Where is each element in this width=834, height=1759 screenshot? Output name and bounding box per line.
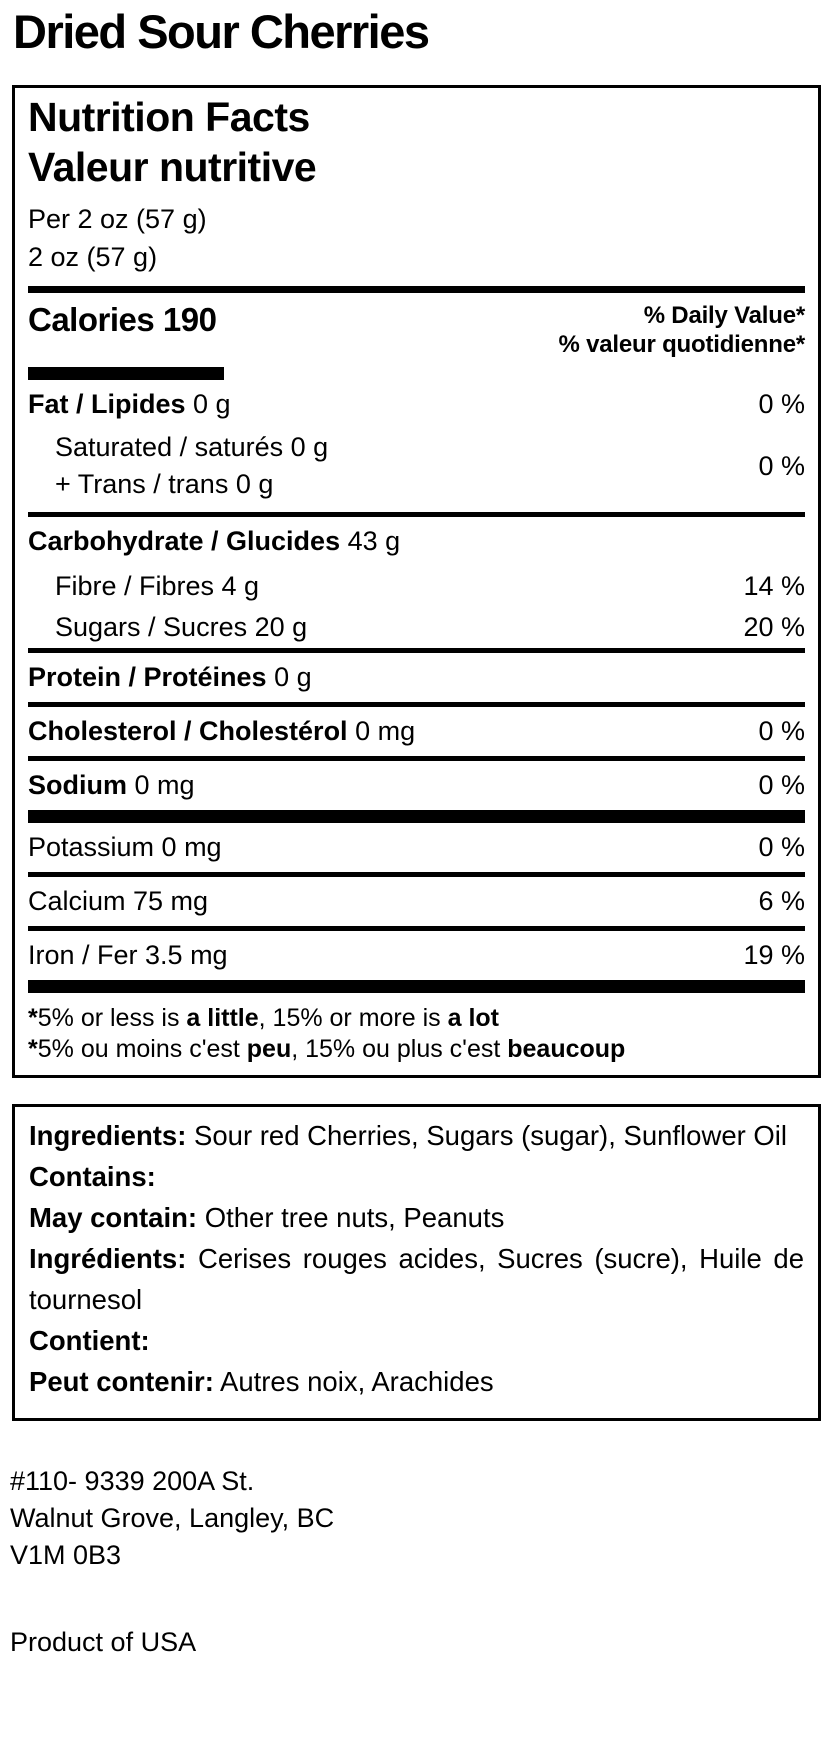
fat-daily-value: 0 % bbox=[758, 389, 805, 419]
nutrition-facts-title-en: Nutrition Facts bbox=[28, 94, 310, 140]
divider bbox=[28, 702, 805, 707]
calories-value: Calories 190 bbox=[28, 301, 217, 339]
ingredients-en: Ingredients: Sour red Cherries, Sugars (… bbox=[29, 1120, 788, 1151]
saturated-trans-daily-value: 0 % bbox=[758, 450, 805, 481]
cholesterol-daily-value: 0 % bbox=[758, 716, 805, 746]
nutrient-row-carbohydrate: Carbohydrate / Glucides 43 g bbox=[28, 517, 805, 566]
fibre-daily-value: 14 % bbox=[743, 571, 805, 601]
trans-fat-label: + Trans / trans 0 g bbox=[55, 469, 274, 499]
address-line-2: Walnut Grove, Langley, BC bbox=[10, 1503, 335, 1533]
sodium-label: Sodium bbox=[28, 770, 127, 800]
fat-amount: 0 g bbox=[185, 389, 231, 419]
daily-value-footnote: *5% or less is a little, 15% or more is … bbox=[28, 1003, 805, 1065]
divider bbox=[28, 512, 805, 517]
fat-label: Fat / Lipides bbox=[28, 389, 186, 419]
divider-thick-top bbox=[28, 286, 805, 293]
sugars-daily-value: 20 % bbox=[743, 612, 805, 642]
protein-label: Protein / Protéines bbox=[28, 662, 267, 692]
divider-thick bbox=[28, 980, 805, 993]
contains-fr: Contient: bbox=[29, 1325, 150, 1356]
address: #110- 9339 200A St. Walnut Grove, Langle… bbox=[10, 1463, 834, 1574]
footnote-en: *5% or less is a little, 15% or more is … bbox=[28, 1004, 500, 1032]
iron-daily-value: 19 % bbox=[743, 940, 805, 970]
nutrient-row-sodium: Sodium 0 mg 0 % bbox=[28, 761, 805, 810]
ingredients-label-fr: Ingrédients: bbox=[29, 1243, 187, 1274]
nutrient-row-protein: Protein / Protéines 0 g bbox=[28, 653, 805, 702]
ingredients-label-en: Ingredients: bbox=[29, 1120, 187, 1151]
daily-value-header-en: % Daily Value* bbox=[643, 302, 805, 329]
divider-thick bbox=[28, 810, 805, 823]
sodium-amount: 0 mg bbox=[127, 770, 195, 800]
serving-size-en: Per 2 oz (57 g) bbox=[28, 204, 207, 234]
nutrition-facts-panel: Nutrition Facts Valeur nutritive Per 2 o… bbox=[12, 85, 821, 1078]
product-origin: Product of USA bbox=[10, 1627, 197, 1657]
cholesterol-amount: 0 mg bbox=[347, 716, 416, 746]
potassium-label: Potassium 0 mg bbox=[28, 832, 222, 862]
nutrition-facts-title-fr: Valeur nutritive bbox=[28, 144, 317, 190]
calories-row: Calories 190 % Daily Value* % valeur quo… bbox=[28, 301, 805, 359]
divider bbox=[28, 756, 805, 761]
ingredients-panel: Ingredients: Sour red Cherries, Sugars (… bbox=[12, 1104, 821, 1421]
nutrient-row-sugars: Sugars / Sucres 20 g 20 % bbox=[28, 607, 805, 648]
may-contain-fr: Peut contenir: Autres noix, Arachides bbox=[29, 1366, 494, 1397]
carbohydrate-amount: 43 g bbox=[340, 526, 401, 556]
page-title: Dried Sour Cherries bbox=[13, 5, 430, 58]
contains-en: Contains: bbox=[29, 1161, 156, 1192]
fibre-label: Fibre / Fibres 4 g bbox=[55, 571, 260, 601]
iron-label: Iron / Fer 3.5 mg bbox=[28, 940, 228, 970]
daily-value-header-fr: % valeur quotidienne* bbox=[558, 331, 805, 358]
potassium-daily-value: 0 % bbox=[758, 832, 805, 862]
nutrient-row-iron: Iron / Fer 3.5 mg 19 % bbox=[28, 931, 805, 980]
divider bbox=[28, 872, 805, 877]
calcium-daily-value: 6 % bbox=[758, 886, 805, 916]
daily-value-header: % Daily Value* % valeur quotidienne* bbox=[558, 301, 805, 359]
nutrient-row-fibre: Fibre / Fibres 4 g 14 % bbox=[28, 566, 805, 607]
sodium-daily-value: 0 % bbox=[758, 770, 805, 800]
address-line-1: #110- 9339 200A St. bbox=[10, 1466, 255, 1496]
serving-size-fr: 2 oz (57 g) bbox=[28, 242, 158, 272]
calories-underline-bar bbox=[28, 367, 224, 380]
may-contain-en: May contain: Other tree nuts, Peanuts bbox=[29, 1202, 505, 1233]
cholesterol-label: Cholesterol / Cholestérol bbox=[28, 716, 348, 746]
nutrient-row-potassium: Potassium 0 mg 0 % bbox=[28, 823, 805, 872]
saturated-fat-label: Saturated / saturés 0 g bbox=[55, 432, 329, 462]
nutrient-row-saturated-trans: Saturated / saturés 0 g + Trans / trans … bbox=[28, 429, 805, 512]
ingredients-fr: Ingrédients: Cerises rouges acides, Sucr… bbox=[29, 1243, 804, 1315]
calories-number: 190 bbox=[162, 301, 217, 338]
divider bbox=[28, 926, 805, 931]
nutrient-row-fat: Fat / Lipides 0 g 0 % bbox=[28, 380, 805, 429]
carbohydrate-label: Carbohydrate / Glucides bbox=[28, 526, 341, 556]
sugars-label: Sugars / Sucres 20 g bbox=[55, 612, 308, 642]
footnote-fr: *5% ou moins c'est peu, 15% ou plus c'es… bbox=[28, 1035, 626, 1063]
nutrient-row-calcium: Calcium 75 mg 6 % bbox=[28, 877, 805, 926]
nutrient-row-cholesterol: Cholesterol / Cholestérol 0 mg 0 % bbox=[28, 707, 805, 756]
calcium-label: Calcium 75 mg bbox=[28, 886, 209, 916]
address-line-3: V1M 0B3 bbox=[10, 1540, 122, 1570]
protein-amount: 0 g bbox=[266, 662, 312, 692]
calories-label: Calories bbox=[28, 301, 155, 338]
divider bbox=[28, 648, 805, 653]
